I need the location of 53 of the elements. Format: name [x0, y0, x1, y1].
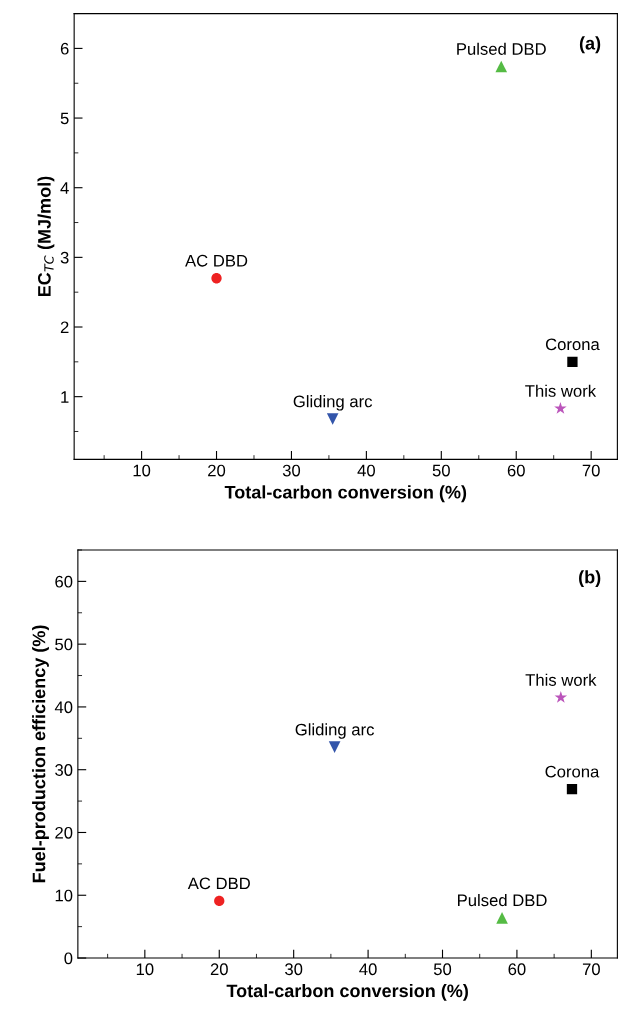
x-tick-label: 20 — [208, 464, 226, 477]
series-label: This work — [525, 384, 597, 397]
x-tick-label: 70 — [582, 963, 600, 976]
point — [328, 741, 341, 753]
x-tick-label: 40 — [359, 963, 377, 976]
series-label: Pulsed DBD — [458, 893, 547, 907]
series-label: AC DBD — [187, 877, 250, 890]
y-tick-label: 2 — [60, 321, 69, 334]
y-tick-label: 3 — [60, 251, 69, 264]
x-tick-label: 60 — [507, 464, 525, 477]
y-axis-title: Fuel-production efficiency (%) — [32, 625, 49, 883]
series-label: This work — [525, 673, 597, 686]
x-tick-label: 70 — [582, 464, 600, 477]
point — [326, 413, 339, 425]
series-label: Pulsed DBD — [457, 42, 546, 55]
x-tick-label: 10 — [133, 464, 151, 477]
y-tick-label: 20 — [55, 826, 73, 839]
x-tick-label: 30 — [282, 464, 301, 477]
y-tick-label: 6 — [60, 42, 69, 55]
series-label: Gliding arc — [293, 395, 373, 411]
x-tick-label: 60 — [508, 963, 526, 976]
y-tick-label: 40 — [54, 701, 73, 714]
y-axis-title: EC$_{TC}$ (MJ/mol) — [37, 176, 55, 297]
y-tick-label: 1 — [61, 391, 69, 403]
x-axis-title: Total-carbon conversion (%) — [226, 983, 468, 1001]
y-tick-label: 0 — [64, 952, 73, 965]
series-label: Gliding arc — [295, 723, 374, 739]
point — [495, 60, 508, 73]
x-tick-label: 20 — [210, 963, 228, 976]
series-label: AC DBD — [185, 254, 248, 267]
point — [211, 273, 222, 284]
point — [567, 356, 578, 367]
point — [566, 784, 578, 795]
x-tick-label: 10 — [136, 963, 154, 976]
y-tick-label: 60 — [55, 575, 73, 588]
y-tick-label: 10 — [55, 889, 73, 902]
series-label: Corona — [545, 338, 600, 351]
x-tick-label: 50 — [432, 464, 450, 477]
point — [214, 895, 225, 907]
point — [554, 401, 567, 414]
annotation: (b) — [579, 570, 601, 587]
x-tick-label: 40 — [357, 464, 375, 477]
y-tick-label: 30 — [55, 764, 73, 776]
x-tick-label: 30 — [285, 963, 303, 976]
point — [496, 912, 508, 924]
series-label: Corona — [545, 765, 600, 778]
y-tick-label: 4 — [60, 182, 69, 194]
x-tick-label: 50 — [433, 963, 452, 976]
y-tick-label: 5 — [60, 112, 69, 125]
annotation: (a) — [579, 36, 601, 54]
x-axis-title: Total-carbon conversion (%) — [224, 485, 467, 503]
y-tick-label: 50 — [55, 638, 73, 651]
point — [554, 690, 568, 703]
